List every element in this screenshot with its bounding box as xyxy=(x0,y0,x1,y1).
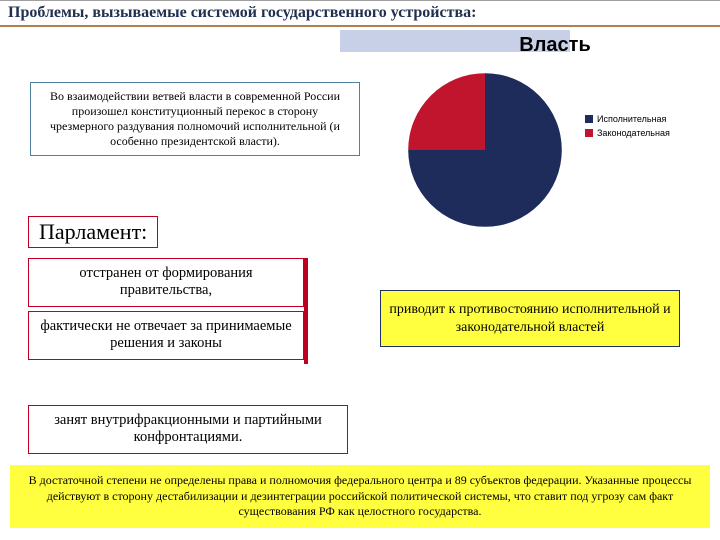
parliament-point: фактически не отвечает за принимаемые ре… xyxy=(28,311,304,360)
legend-swatch-legis xyxy=(585,129,593,137)
parliament-point-wide: занят внутрифракционными и партийными ко… xyxy=(28,405,348,454)
footer-text: В достаточной степени не определены прав… xyxy=(10,465,710,528)
result-box: приводит к противостоянию исполнительной… xyxy=(380,290,680,347)
section-heading-parliament: Парламент: xyxy=(28,216,158,248)
chart-legend: Исполнительная Законодательная xyxy=(585,114,670,142)
power-chart: Власть Исполнительная Законодательная xyxy=(385,34,705,234)
legend-swatch-exec xyxy=(585,115,593,123)
chart-title: Власть xyxy=(405,34,705,57)
pie-chart xyxy=(405,70,565,230)
page-title: Проблемы, вызываемые системой государств… xyxy=(0,0,720,27)
legend-label-exec: Исполнительная xyxy=(597,114,666,124)
intro-text: Во взаимодействии ветвей власти в соврем… xyxy=(30,82,360,156)
parliament-point: отстранен от формирования правительства, xyxy=(28,258,304,307)
legend-label-legis: Законодательная xyxy=(597,128,670,138)
parliament-points-column: отстранен от формирования правительства,… xyxy=(28,258,308,364)
